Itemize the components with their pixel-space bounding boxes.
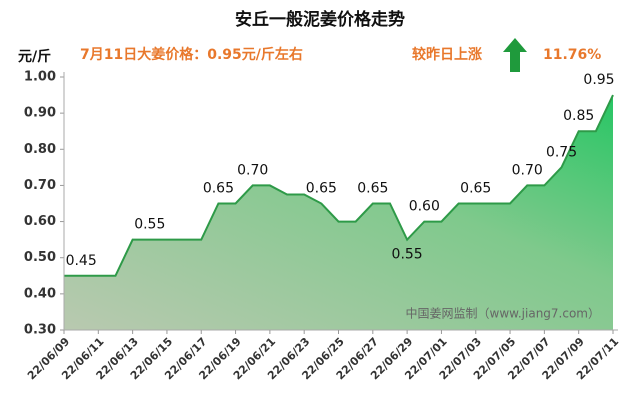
chart-title: 安丘一般泥姜价格走势 <box>235 9 405 30</box>
data-label: 0.60 <box>409 199 440 215</box>
data-label: 0.65 <box>203 181 234 197</box>
data-label: 0.70 <box>512 162 543 178</box>
data-label: 0.70 <box>237 162 268 178</box>
y-tick-label: 1.00 <box>24 70 56 85</box>
data-label: 0.55 <box>134 217 165 233</box>
y-tick-label: 0.30 <box>24 323 56 338</box>
y-tick-label: 0.60 <box>24 214 56 229</box>
data-label: 0.75 <box>546 144 577 160</box>
data-label: 0.45 <box>66 253 97 269</box>
data-label: 0.65 <box>357 181 388 197</box>
data-label: 0.65 <box>306 181 337 197</box>
watermark: 中国姜网监制（www.jiang7.com） <box>406 306 600 321</box>
subtitle: 7月11日大姜价格：0.95元/斤左右 <box>80 46 303 63</box>
y-tick-label: 0.50 <box>24 250 56 265</box>
line <box>64 94 614 277</box>
y-tick-label: 0.90 <box>24 106 56 121</box>
y-tick-label: 0.40 <box>24 286 56 301</box>
data-label: 0.85 <box>563 108 594 124</box>
y-tick-label: 0.80 <box>24 142 56 157</box>
data-label: 0.95 <box>583 72 614 88</box>
data-label: 0.55 <box>392 247 423 263</box>
plot: 0.300.400.500.600.700.800.901.0022/06/09… <box>24 70 621 383</box>
change-value: 11.76% <box>543 47 601 63</box>
y-unit: 元/斤 <box>18 48 51 65</box>
data-label: 0.65 <box>460 181 491 197</box>
area <box>64 95 613 330</box>
y-tick-label: 0.70 <box>24 178 56 193</box>
change-text: 较昨日上涨 <box>412 46 482 63</box>
up-arrow <box>503 38 527 72</box>
